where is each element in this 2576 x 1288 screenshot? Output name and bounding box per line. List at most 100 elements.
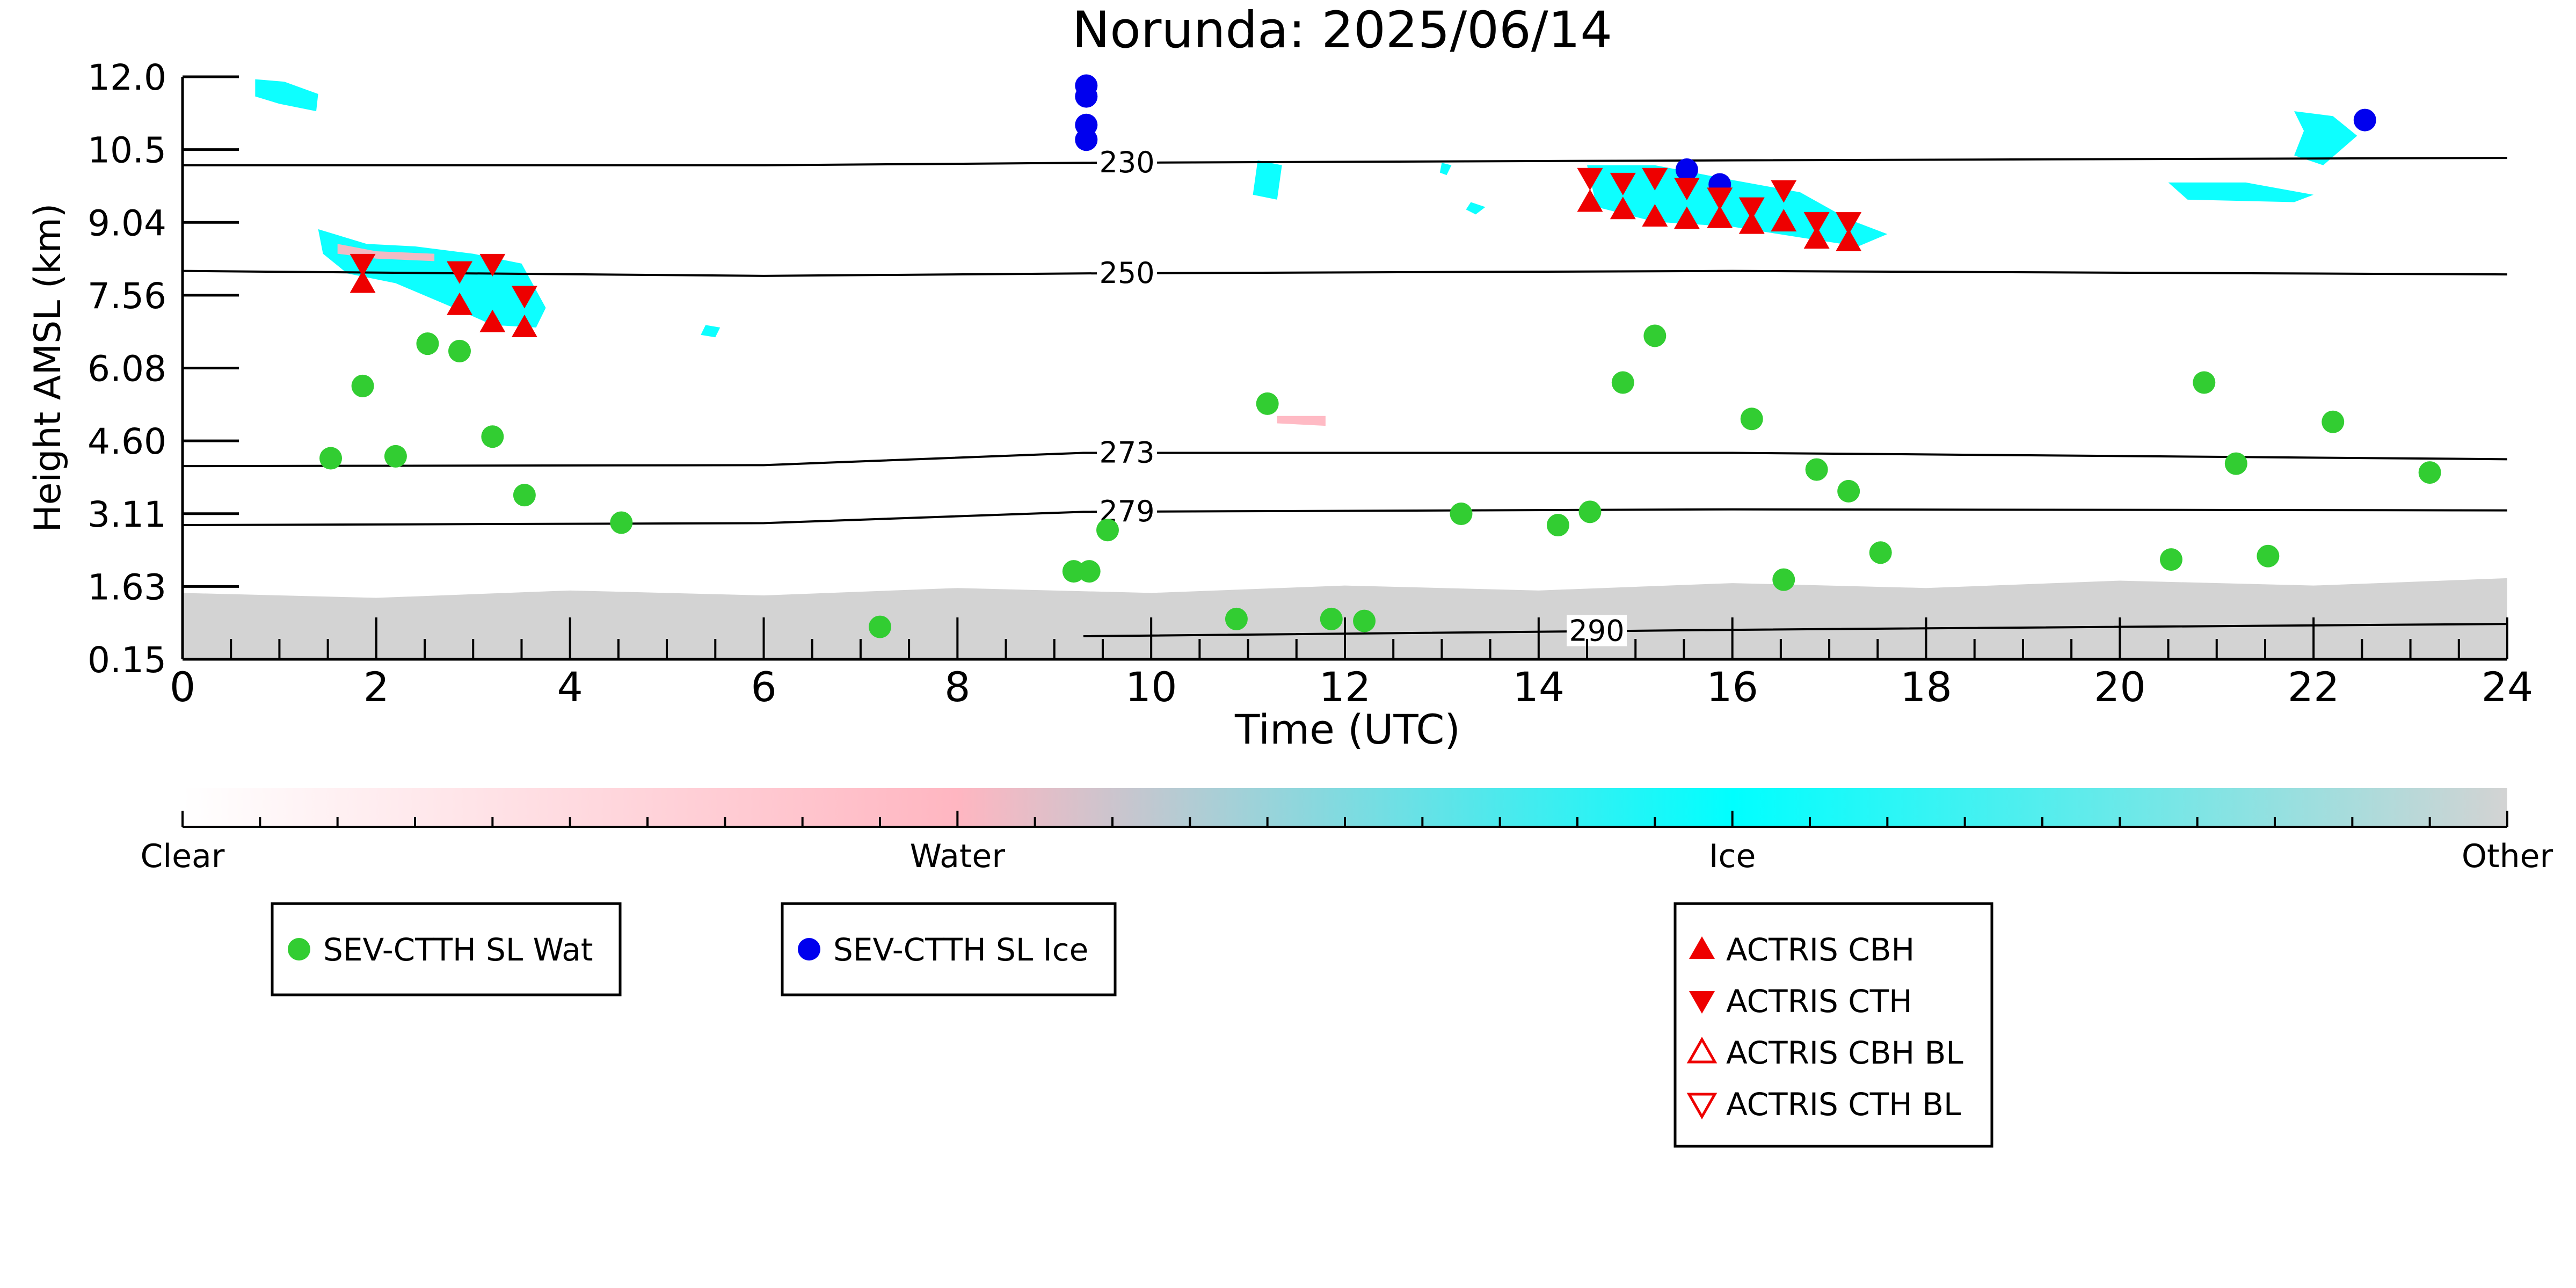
legend-box-1: SEV-CTTH SL Wat [271, 902, 622, 996]
point-actris-cth [1738, 197, 1765, 220]
isotherm-label-bg [1097, 436, 1158, 468]
colorbar-label-other: Other [2462, 838, 2553, 875]
isotherm-line-279 [182, 508, 2508, 527]
legend-marker [1689, 991, 1715, 1014]
point-sev-ctth-sl-wat [384, 445, 407, 468]
x-tick-label: 8 [944, 663, 970, 711]
point-actris-cbh [1673, 206, 1700, 229]
x-tick-label: 22 [2288, 663, 2340, 711]
point-actris-cth [446, 261, 472, 284]
x-tick-label: 10 [1125, 663, 1177, 711]
y-tick-label: 1.63 [88, 566, 166, 608]
legend-label: ACTRIS CTH BL [1726, 1086, 1961, 1123]
cloud-region-ice [701, 325, 721, 338]
point-actris-cth [1803, 212, 1830, 235]
point-sev-ctth-sl-ice [1075, 85, 1098, 108]
y-tick-label: 0.15 [88, 639, 166, 681]
point-sev-ctth-sl-wat [1225, 607, 1248, 630]
cloud-region-ice [1466, 202, 1486, 215]
point-actris-cth [1836, 212, 1862, 235]
legend-marker [1689, 936, 1715, 959]
point-actris-cth [511, 286, 537, 309]
legend-label: ACTRIS CBH BL [1726, 1035, 1963, 1071]
point-sev-ctth-sl-wat [1078, 560, 1101, 583]
colorbar-label-clear: Clear [141, 838, 225, 875]
cloud-region-water [1277, 416, 1326, 426]
cloud-region-ice [2168, 182, 2314, 202]
point-actris-cth [1673, 178, 1700, 201]
point-sev-ctth-sl-wat [481, 425, 504, 448]
point-sev-ctth-sl-wat [869, 615, 891, 638]
point-actris-cbh [1707, 205, 1733, 228]
point-actris-cbh [350, 270, 376, 293]
isotherm-label-290: 290 [1569, 614, 1625, 648]
legend-marker [1686, 1036, 1718, 1064]
legend-marker [288, 938, 310, 960]
point-actris-cbh [1836, 228, 1862, 251]
y-axis-label: Height AMSL (km) [27, 203, 69, 533]
point-actris-cbh [1577, 189, 1603, 212]
x-tick-label: 2 [363, 663, 389, 711]
colorbar: Clear Water Ice Other [141, 788, 2553, 875]
colorbar-label-water: Water [910, 838, 1006, 875]
isotherm-label-bg [1567, 615, 1627, 646]
x-axis-label: Time (UTC) [1234, 705, 1460, 753]
point-sev-ctth-sl-wat [513, 484, 536, 507]
legend-label: ACTRIS CTH [1726, 983, 1912, 1020]
point-sev-ctth-sl-wat [1062, 560, 1085, 583]
colorbar-label-ice: Ice [1709, 838, 1756, 875]
point-sev-ctth-sl-wat [2322, 410, 2345, 433]
legend-marker [798, 938, 820, 960]
isotherm-line-273 [182, 452, 2508, 468]
y-tick-label: 4.60 [88, 421, 166, 462]
x-tick-label: 6 [751, 663, 776, 711]
point-sev-ctth-sl-wat [448, 339, 471, 362]
x-tick-label: 12 [1319, 663, 1371, 711]
chart-title: Norunda: 2025/06/14 [1072, 1, 1612, 60]
point-actris-cbh [479, 309, 506, 332]
point-sev-ctth-sl-wat [2257, 544, 2280, 567]
point-sev-ctth-sl-wat [351, 374, 374, 397]
point-sev-ctth-sl-ice [1675, 158, 1698, 181]
point-actris-cbh [1771, 209, 1797, 232]
point-actris-cth [1610, 172, 1636, 195]
point-sev-ctth-sl-wat [2193, 371, 2216, 394]
x-tick-label: 18 [1900, 663, 1952, 711]
point-sev-ctth-sl-wat [1869, 541, 1892, 564]
cloud-region-ice [255, 79, 318, 112]
x-tick-label: 24 [2482, 663, 2534, 711]
y-tick-label: 7.56 [88, 275, 166, 317]
legend-frame [271, 902, 622, 996]
point-actris-cth [350, 253, 376, 276]
isotherm-label-bg [1097, 257, 1158, 288]
point-sev-ctth-sl-wat [2159, 548, 2182, 571]
legend-label: SEV-CTTH SL Ice [833, 932, 1088, 968]
cloud-region-ice [318, 229, 546, 328]
point-actris-cth [1771, 180, 1797, 203]
y-tick-label: 10.5 [88, 130, 166, 171]
cloud-region-ice [2294, 111, 2357, 165]
isotherm-label-bg [1097, 146, 1158, 178]
point-sev-ctth-sl-ice [2353, 108, 2376, 132]
legends: SEV-CTTH SL Wat SEV-CTTH SL Ice ACTRIS CBH… [271, 902, 1993, 1148]
point-sev-ctth-sl-wat [1578, 500, 1602, 523]
point-sev-ctth-sl-wat [1546, 514, 1569, 537]
legend-frame [781, 902, 1117, 996]
point-actris-cbh [1738, 211, 1765, 234]
cloud-region-water [337, 244, 435, 261]
point-actris-cbh [1803, 226, 1830, 249]
point-sev-ctth-sl-ice [1075, 128, 1098, 151]
x-tick-label: 16 [1706, 663, 1758, 711]
point-sev-ctth-sl-wat [1611, 371, 1634, 394]
cloud-region-ice [1253, 160, 1282, 200]
legend-box-2: SEV-CTTH SL Ice [781, 902, 1117, 996]
point-sev-ctth-sl-wat [1643, 324, 1667, 347]
point-sev-ctth-sl-wat [610, 511, 633, 534]
point-sev-ctth-sl-wat [319, 447, 343, 470]
point-actris-cth [1642, 168, 1668, 191]
point-sev-ctth-sl-wat [1320, 607, 1343, 630]
isotherm-line-250 [182, 270, 2508, 277]
point-actris-cbh [446, 292, 472, 315]
x-tick-label: 20 [2094, 663, 2146, 711]
point-sev-ctth-sl-wat [1740, 407, 1763, 431]
